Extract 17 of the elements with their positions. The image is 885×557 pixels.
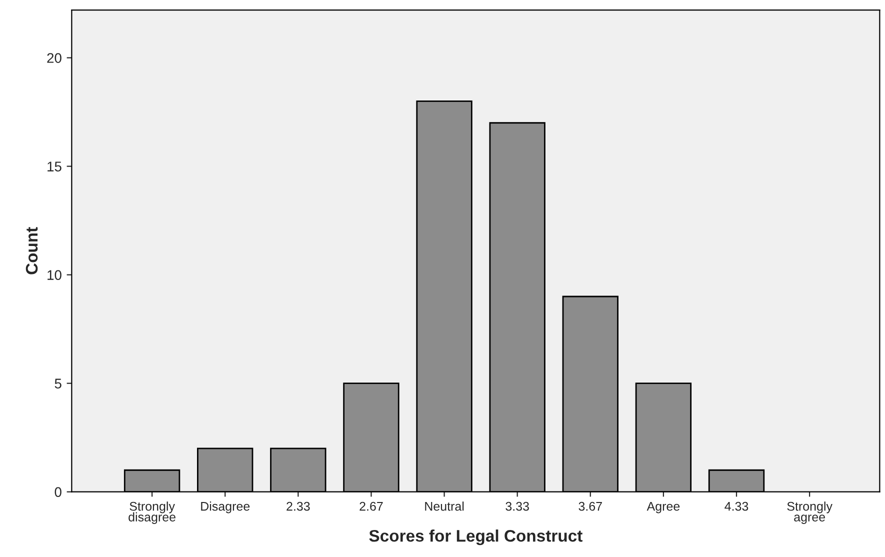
x-tick-label: 4.33 [724, 502, 748, 511]
y-tick-label: 5 [54, 378, 62, 388]
x-tick-label: 2.33 [286, 502, 310, 511]
x-tick-label: 3.33 [506, 502, 529, 511]
x-tick-label: 3.67 [578, 502, 602, 511]
x-tick-label: 2.67 [360, 502, 383, 511]
y-axis-title: Count [26, 227, 38, 274]
y-tick-label: 0 [54, 487, 62, 497]
x-tick-label: Strongly agree [787, 502, 832, 524]
x-tick-label: Strongly disagree [128, 502, 176, 524]
y-tick-label: 20 [47, 53, 62, 63]
x-axis-title: Scores for Legal Construct [369, 530, 582, 546]
x-tick-label: Agree [646, 502, 680, 514]
x-tick-label: Disagree [201, 502, 250, 514]
x-tick-label: Neutral [425, 502, 464, 511]
y-tick-label: 15 [48, 162, 62, 172]
y-tick-label: 10 [48, 270, 62, 280]
